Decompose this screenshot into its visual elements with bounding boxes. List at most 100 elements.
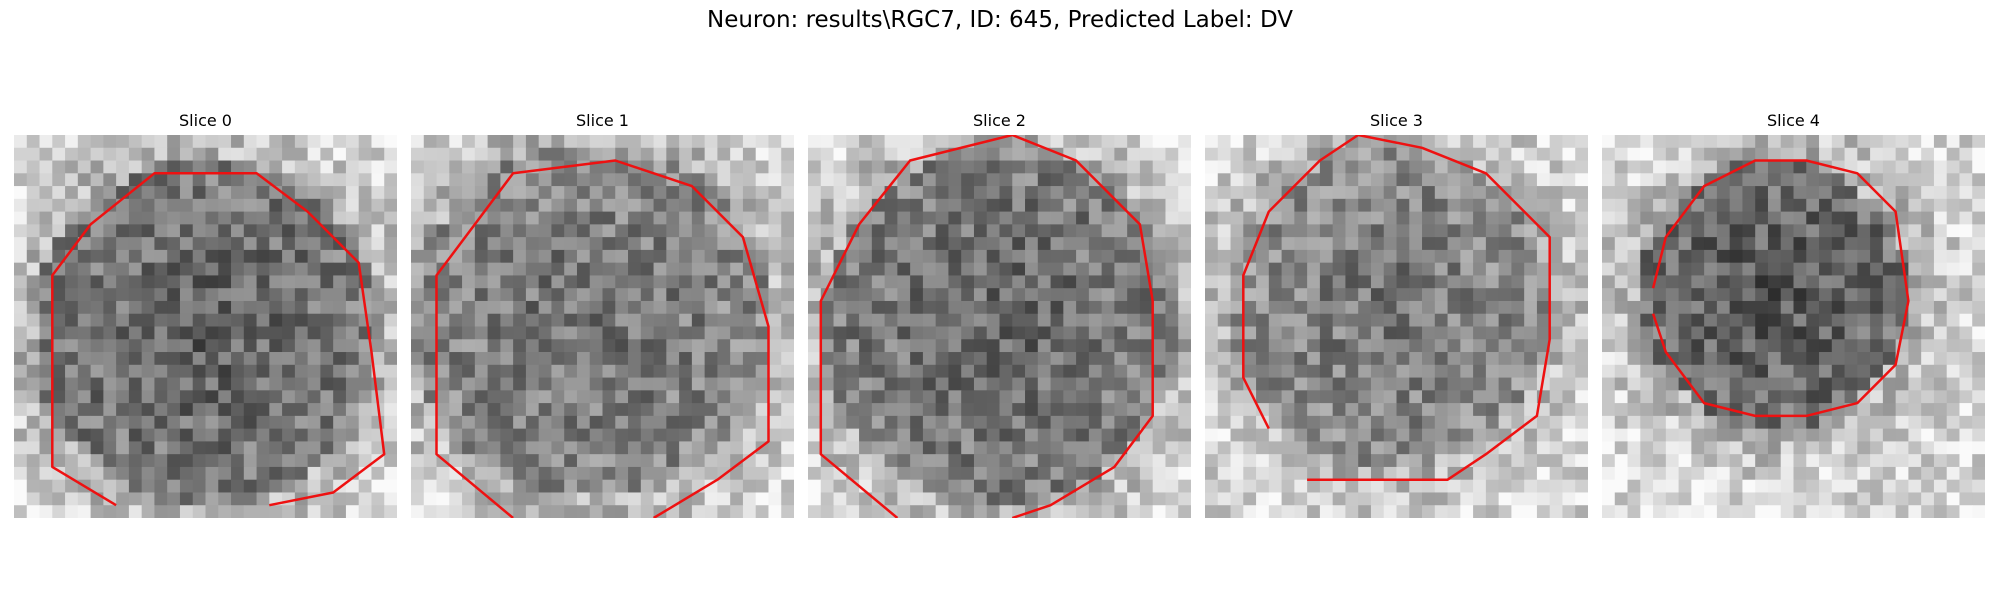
pixel [1383, 275, 1397, 289]
pixel [116, 403, 130, 417]
pixel [1230, 198, 1244, 212]
pixel [1562, 198, 1576, 212]
pixel [1946, 147, 1960, 161]
pixel [1460, 237, 1474, 251]
pixel [1422, 249, 1436, 264]
pixel [26, 262, 40, 276]
pixel [1139, 339, 1154, 353]
pixel [538, 135, 552, 149]
pixel [1704, 390, 1718, 404]
pixel [986, 352, 1000, 366]
pixel [77, 403, 91, 417]
pixel [846, 160, 860, 174]
pixel [1857, 186, 1871, 200]
pixel [1205, 466, 1219, 481]
pixel [640, 198, 654, 212]
pixel [1498, 466, 1512, 481]
pixel [320, 466, 334, 481]
pixel [371, 275, 385, 289]
pixel [1640, 492, 1654, 506]
pixel [1025, 198, 1039, 212]
pixel [282, 224, 296, 238]
pixel [589, 313, 603, 327]
pixel [1704, 224, 1718, 238]
pixel [1562, 377, 1576, 391]
pixel [500, 364, 514, 378]
pixel [1396, 224, 1410, 238]
pixel [1447, 147, 1461, 161]
pixel [948, 492, 962, 506]
pixel [141, 147, 155, 161]
pixel [1422, 300, 1436, 315]
pixel [1358, 441, 1372, 455]
pixel [1256, 300, 1270, 315]
pixel [1844, 377, 1858, 391]
pixel [1870, 313, 1884, 327]
pixel [449, 352, 463, 366]
pixel [218, 288, 232, 302]
pixel [1870, 492, 1884, 506]
pixel [167, 300, 181, 315]
pixel [704, 313, 718, 327]
pixel [538, 211, 552, 225]
pixel [320, 454, 334, 468]
pixel [1050, 505, 1064, 518]
pixel [1050, 326, 1064, 340]
pixel [961, 415, 975, 430]
pixel [1409, 505, 1423, 518]
pixel [1882, 441, 1897, 455]
pixel [910, 390, 924, 404]
pixel [1844, 262, 1858, 276]
pixel [781, 377, 794, 391]
pixel [1409, 288, 1423, 302]
pixel [1614, 479, 1628, 493]
pixel [1665, 288, 1679, 302]
pixel [436, 275, 450, 289]
pixel [884, 403, 898, 417]
pixel [846, 211, 860, 225]
pixel [65, 415, 79, 430]
pixel [1012, 428, 1026, 442]
pixel [564, 186, 578, 200]
pixel [1691, 160, 1705, 174]
pixel [1908, 275, 1922, 289]
pixel [948, 454, 962, 468]
pixel [1447, 262, 1461, 276]
pixel [897, 135, 911, 149]
pixel [846, 403, 860, 417]
pixel [717, 160, 731, 174]
pixel [14, 428, 28, 442]
pixel [65, 492, 79, 506]
pixel [411, 313, 425, 327]
pixel [755, 492, 769, 506]
pixel [808, 466, 822, 481]
pixel [1908, 492, 1922, 506]
pixel [1447, 505, 1461, 518]
pixel [897, 173, 911, 187]
pixel [1691, 262, 1705, 276]
pixel [551, 173, 565, 187]
pixel [742, 403, 757, 417]
pixel [1653, 147, 1667, 161]
pixel [859, 441, 873, 455]
pixel [1217, 211, 1231, 225]
pixel [1729, 211, 1743, 225]
pixel [999, 428, 1013, 442]
pixel [1908, 288, 1922, 302]
pixel [1665, 237, 1679, 251]
pixel [1396, 326, 1410, 340]
pixel [474, 173, 488, 187]
pixel [1549, 211, 1563, 225]
pixel [1806, 147, 1820, 161]
pixel [1345, 454, 1359, 468]
pixel [525, 313, 540, 327]
pixel [1678, 249, 1692, 264]
pixel [423, 160, 437, 174]
pixel [141, 364, 155, 378]
pixel [26, 275, 40, 289]
pixel [90, 313, 104, 327]
pixel [256, 415, 270, 430]
pixel [1844, 275, 1858, 289]
pixel [1050, 454, 1064, 468]
pixel [897, 492, 911, 506]
